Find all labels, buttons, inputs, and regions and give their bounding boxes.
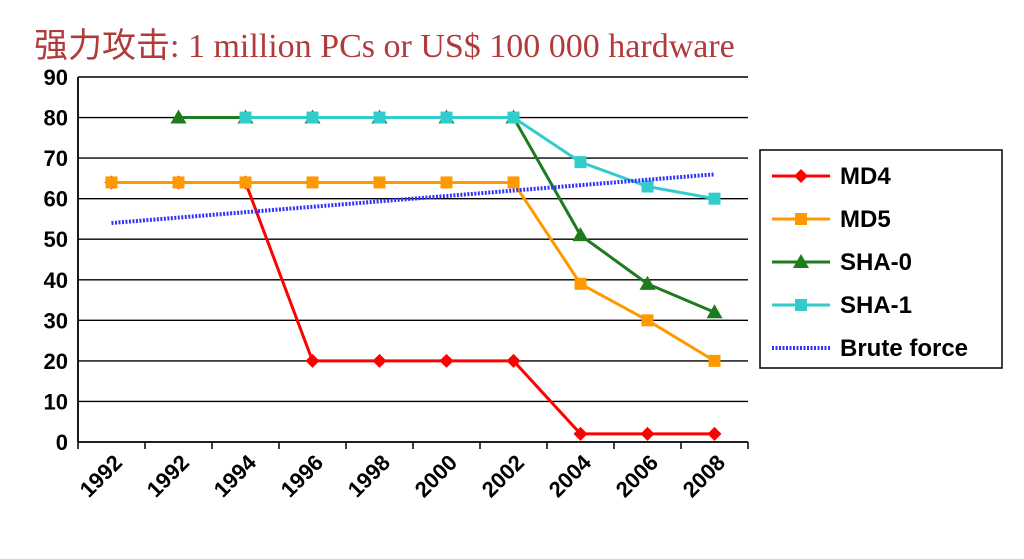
x-tick-label: 1994 xyxy=(209,449,262,502)
data-point-md4 xyxy=(372,353,387,368)
data-point-md5 xyxy=(507,176,520,189)
x-tick-label: 2000 xyxy=(410,450,462,502)
legend-label-md5: MD5 xyxy=(840,206,891,233)
data-point-sha-0 xyxy=(639,275,656,290)
data-point-md5 xyxy=(239,176,252,189)
plot-area xyxy=(78,77,748,442)
y-tick-label: 20 xyxy=(44,349,68,374)
data-point-md4 xyxy=(506,353,521,368)
legend-marker-sha-0 xyxy=(793,254,809,268)
y-tick-label: 30 xyxy=(44,308,68,333)
data-point-sha-1 xyxy=(306,111,319,124)
legend-label-brute-force: Brute force xyxy=(840,335,968,362)
data-point-sha-0 xyxy=(572,227,589,242)
legend-label-md4: MD4 xyxy=(840,163,891,190)
data-point-sha-1 xyxy=(440,111,453,124)
data-point-md5 xyxy=(641,314,654,327)
data-point-md5 xyxy=(306,176,319,189)
series-line-brute-force xyxy=(111,172,715,225)
data-point-sha-1 xyxy=(641,180,654,193)
y-tick-label: 50 xyxy=(44,227,68,252)
data-point-md5 xyxy=(172,176,185,189)
data-point-md5 xyxy=(440,176,453,189)
y-tick-label: 40 xyxy=(44,268,68,293)
x-tick-label: 1992 xyxy=(142,450,194,502)
data-point-md4 xyxy=(640,426,655,441)
y-tick-label: 10 xyxy=(44,389,68,414)
data-point-md4 xyxy=(305,353,320,368)
x-tick-label: 2006 xyxy=(611,450,663,502)
legend-label-sha-1: SHA-1 xyxy=(840,292,912,319)
slide-title: 强力攻击: 1 million PCs or US$ 100 000 hardw… xyxy=(34,28,735,65)
data-point-sha-1 xyxy=(373,111,386,124)
data-point-md5 xyxy=(574,277,587,290)
x-tick-label: 2002 xyxy=(477,450,529,502)
data-point-sha-0 xyxy=(706,304,723,319)
x-tick-label: 2004 xyxy=(544,449,597,502)
legend-label-sha-0: SHA-0 xyxy=(840,249,912,276)
legend-marker-sha-1 xyxy=(795,299,807,311)
y-tick-label: 60 xyxy=(44,187,68,212)
legend-marker-md5 xyxy=(795,213,807,225)
data-point-md4 xyxy=(439,353,454,368)
data-point-sha-0 xyxy=(170,109,187,124)
x-tick-label: 1992 xyxy=(75,450,127,502)
data-point-sha-1 xyxy=(507,111,520,124)
x-tick-label: 1998 xyxy=(343,450,395,502)
data-point-md5 xyxy=(708,354,721,367)
x-tick-label: 1996 xyxy=(276,450,328,502)
legend-marker-md4 xyxy=(794,169,808,183)
x-tick-label: 2008 xyxy=(678,450,730,502)
data-point-md5 xyxy=(105,176,118,189)
data-point-md4 xyxy=(573,426,588,441)
data-point-sha-1 xyxy=(239,111,252,124)
data-point-md5 xyxy=(373,176,386,189)
series-line-md5 xyxy=(111,180,716,363)
data-point-sha-1 xyxy=(574,156,587,169)
y-tick-label: 70 xyxy=(44,146,68,171)
y-tick-label: 80 xyxy=(44,106,68,131)
data-point-md4 xyxy=(707,426,722,441)
y-tick-label: 90 xyxy=(44,65,68,90)
y-tick-label: 0 xyxy=(56,430,68,455)
data-point-sha-1 xyxy=(708,192,721,205)
